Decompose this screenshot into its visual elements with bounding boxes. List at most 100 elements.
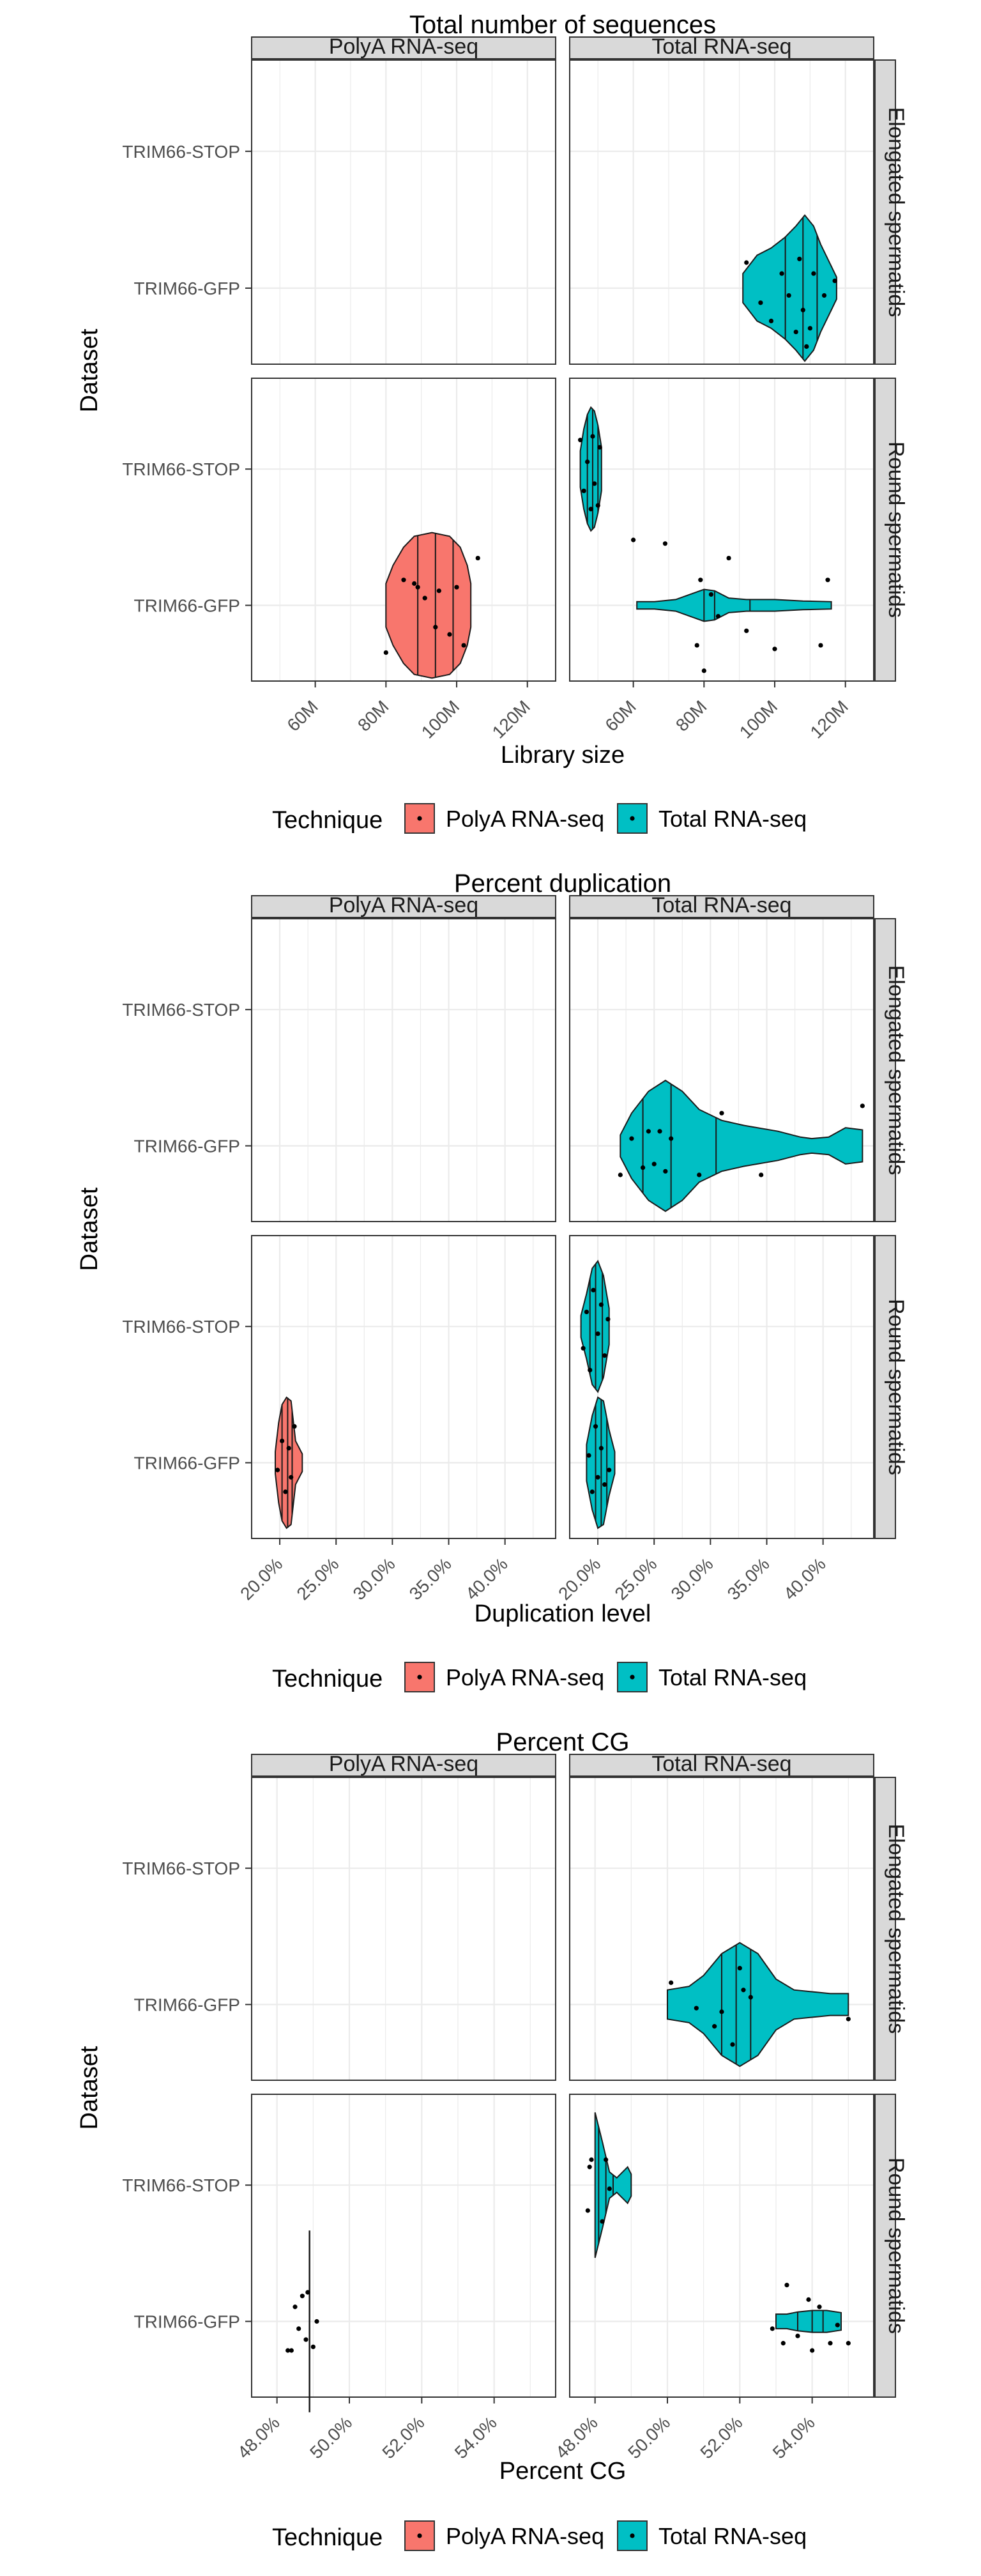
data-point bbox=[314, 2319, 319, 2324]
data-point bbox=[786, 293, 791, 298]
panel-border bbox=[251, 918, 556, 1222]
data-point bbox=[433, 625, 438, 630]
data-point bbox=[595, 503, 600, 508]
data-point bbox=[585, 2208, 590, 2213]
data-point bbox=[770, 2326, 775, 2331]
data-point bbox=[744, 628, 749, 633]
legend-label: Total RNA-seq bbox=[658, 806, 807, 832]
y-tick-label: TRIM66-GFP bbox=[134, 596, 240, 616]
chart-title: Percent CG bbox=[496, 1728, 630, 1756]
violin-total-trim66-gfp bbox=[618, 1079, 865, 1213]
violin-body bbox=[636, 588, 832, 622]
data-point bbox=[447, 632, 452, 637]
y-tick-label: TRIM66-STOP bbox=[122, 2175, 240, 2195]
data-point bbox=[305, 2290, 310, 2295]
x-tick-label: 35.0% bbox=[406, 1554, 455, 1604]
row-strip-label: Elongated spermatids bbox=[884, 107, 908, 318]
data-point bbox=[607, 1468, 612, 1473]
data-point bbox=[581, 488, 586, 493]
data-point bbox=[289, 2348, 294, 2353]
data-point bbox=[744, 260, 749, 265]
data-point bbox=[800, 307, 805, 312]
x-tick-label: 40.0% bbox=[462, 1554, 512, 1604]
data-point bbox=[768, 318, 774, 324]
x-axis-title: Duplication level bbox=[475, 1600, 651, 1627]
column-strip-label: PolyA RNA-seq bbox=[329, 1752, 478, 1776]
data-point bbox=[591, 1287, 596, 1292]
y-tick-label: TRIM66-STOP bbox=[122, 1317, 240, 1337]
row-strip bbox=[874, 59, 896, 365]
data-point bbox=[860, 1103, 865, 1108]
data-point bbox=[748, 1995, 753, 2000]
row-strip bbox=[874, 378, 896, 682]
row-strip bbox=[874, 1235, 896, 1539]
y-axis-title: Dataset bbox=[76, 328, 103, 412]
panel-border bbox=[569, 378, 874, 682]
data-point bbox=[584, 1309, 589, 1315]
violin-body bbox=[667, 1942, 849, 2067]
data-point bbox=[817, 2304, 822, 2310]
data-point bbox=[293, 2304, 298, 2310]
data-point bbox=[586, 1453, 591, 1458]
legend-title: Technique bbox=[272, 807, 383, 834]
x-axis-title: Library size bbox=[501, 742, 625, 769]
panel-background bbox=[570, 919, 874, 1222]
x-tick-label: 54.0% bbox=[451, 2412, 501, 2462]
data-point bbox=[784, 2283, 789, 2288]
data-point bbox=[602, 1353, 607, 1358]
panel-border bbox=[569, 918, 874, 1222]
legend-title: Technique bbox=[272, 2524, 383, 2551]
x-tick-label: 80M bbox=[672, 696, 710, 735]
data-point bbox=[600, 2219, 605, 2224]
data-point bbox=[818, 643, 823, 648]
data-point bbox=[280, 1438, 285, 1443]
x-tick-label: 30.0% bbox=[667, 1554, 717, 1604]
violin-total-trim66-gfp bbox=[742, 214, 837, 362]
data-point bbox=[651, 1162, 657, 1167]
data-point bbox=[663, 1169, 668, 1174]
data-point bbox=[590, 434, 595, 439]
data-point bbox=[846, 2016, 851, 2021]
violin-polyA-trim66-gfp bbox=[275, 1396, 303, 1529]
x-tick-label: 120M bbox=[489, 696, 534, 742]
y-axis-title: Dataset bbox=[76, 1187, 103, 1271]
data-point bbox=[602, 1482, 607, 1487]
column-strip bbox=[251, 895, 556, 918]
panel-border bbox=[251, 1235, 556, 1539]
data-point bbox=[698, 578, 703, 583]
data-point bbox=[604, 2157, 609, 2162]
violin-total-trim66-stop bbox=[578, 406, 602, 532]
x-tick-label: 60M bbox=[283, 696, 321, 735]
violin-body bbox=[620, 1079, 863, 1213]
data-point bbox=[422, 595, 427, 601]
row-strip-label: Round spermatids bbox=[884, 1299, 908, 1475]
data-point bbox=[598, 1302, 604, 1307]
legend-key-point bbox=[630, 2533, 635, 2538]
data-point bbox=[737, 1966, 742, 1971]
data-point bbox=[289, 1475, 294, 1480]
data-point bbox=[303, 2337, 308, 2342]
panel-background bbox=[252, 2094, 556, 2397]
x-tick-label: 25.0% bbox=[611, 1554, 660, 1604]
column-strip bbox=[569, 895, 874, 918]
x-tick-label: 100M bbox=[418, 696, 463, 742]
x-tick-label: 25.0% bbox=[293, 1554, 342, 1604]
violin-total-trim66-gfp bbox=[586, 1396, 616, 1529]
data-point bbox=[415, 585, 420, 590]
violin-body bbox=[385, 532, 472, 679]
data-point bbox=[825, 578, 830, 583]
data-point bbox=[595, 1331, 600, 1337]
x-tick-label: 60M bbox=[601, 696, 639, 735]
panel-border bbox=[569, 2094, 874, 2398]
legend-key-point bbox=[417, 2533, 422, 2538]
data-point bbox=[697, 1172, 702, 1177]
data-point bbox=[657, 1129, 662, 1134]
column-strip-label: PolyA RNA-seq bbox=[329, 34, 478, 59]
data-point bbox=[828, 2341, 833, 2346]
data-point bbox=[412, 581, 417, 586]
data-point bbox=[821, 293, 827, 298]
x-tick-label: 40.0% bbox=[780, 1554, 830, 1604]
data-point bbox=[669, 1980, 674, 1985]
